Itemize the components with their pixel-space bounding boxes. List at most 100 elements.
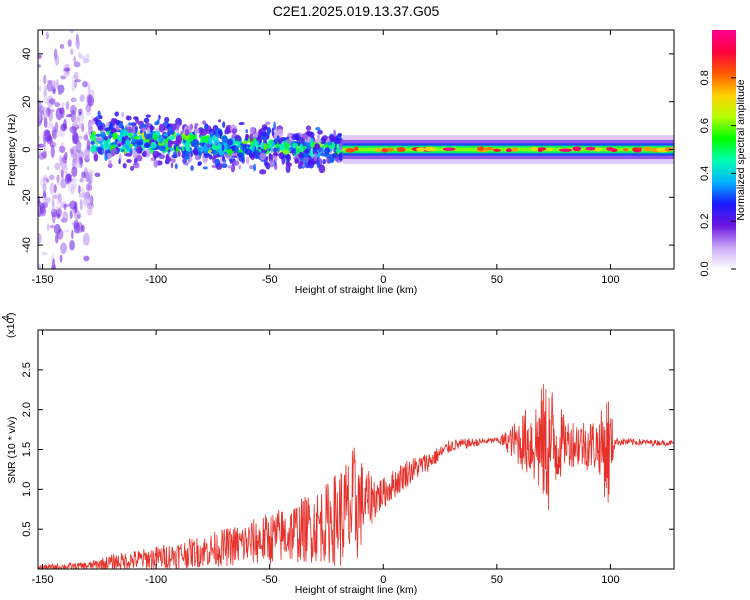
spectral-peak (442, 147, 456, 151)
spectral-blob (265, 156, 269, 161)
spectral-blob (287, 132, 291, 138)
spectral-peak (530, 146, 539, 152)
x-tick-label: 50 (491, 274, 503, 286)
spectral-peak (558, 148, 573, 152)
spectral-blob (83, 255, 90, 262)
spectral-blob (44, 94, 48, 105)
spectral-blob (128, 143, 134, 148)
spectral-peak (354, 146, 359, 151)
spectral-blob (59, 156, 63, 167)
spectral-blob (65, 114, 72, 118)
spectral-blob (38, 232, 42, 245)
spectral-blob (202, 166, 208, 170)
spectral-blob (45, 31, 49, 40)
spectral-blob (60, 178, 67, 189)
spectral-blob (38, 64, 42, 68)
spectral-blob (145, 114, 151, 118)
spectral-blob (120, 128, 124, 135)
spectrogram-x-label: Height of straight line (km) (295, 284, 418, 296)
spectral-blob (44, 85, 48, 97)
spectral-blob (54, 102, 61, 108)
spectral-peak (397, 147, 406, 152)
spectral-blob (56, 213, 61, 219)
spectral-blob (54, 121, 59, 133)
spectral-blob (169, 135, 175, 141)
spectral-blob (134, 125, 138, 133)
chart-title: C2E1.2025.019.13.37.G05 (273, 3, 440, 19)
spectral-blob (232, 160, 240, 166)
spectral-blob (190, 165, 194, 171)
spectral-blob (175, 138, 182, 146)
spectral-blob (252, 142, 255, 152)
spectral-blob (202, 120, 206, 125)
spectral-blob (92, 151, 98, 155)
spectral-peak (511, 147, 519, 152)
spectral-blob (76, 214, 82, 219)
spectral-peak (622, 148, 629, 152)
spectral-blob (149, 125, 155, 131)
spectral-blob (71, 131, 79, 145)
spectral-blob (238, 122, 245, 126)
spectral-blob (183, 150, 190, 157)
spectral-blob (230, 152, 236, 157)
spectral-blob (334, 156, 339, 162)
spectral-blob (338, 132, 342, 137)
spectral-blob (73, 219, 79, 230)
spectral-blob (332, 152, 339, 159)
spectral-blob (42, 174, 48, 186)
spectral-blob (221, 135, 228, 143)
spectral-blob (266, 127, 271, 137)
spectral-blob (214, 158, 221, 167)
spectral-blob (43, 129, 51, 137)
spectrogram-x-axis: -150 -100 -50 0 50 100 (32, 30, 620, 286)
spectral-peak (477, 146, 485, 151)
spectral-blob (299, 143, 304, 152)
y-tick-label: 1.5 (21, 442, 33, 457)
spectral-blob (54, 162, 61, 171)
spectral-blob (70, 48, 74, 56)
colorbar-tick-label: 0.2 (699, 214, 711, 229)
snr-y-label: SNR (10 * v/v) (6, 416, 18, 483)
spectral-blob (333, 138, 341, 145)
spectral-blob (136, 155, 143, 162)
spectral-blob (272, 147, 277, 153)
spectral-blob (245, 129, 248, 134)
spectral-peak (381, 148, 388, 153)
spectral-blob (315, 126, 321, 131)
spectral-blob (150, 157, 155, 162)
spectral-blob (172, 151, 178, 159)
spectral-blob (90, 144, 96, 150)
spectral-peak (606, 147, 615, 151)
spectral-blob (328, 157, 335, 164)
spectral-blob (317, 129, 323, 135)
spectral-blob (253, 163, 257, 172)
spectral-blob (209, 131, 214, 138)
spectral-blob (83, 148, 91, 160)
spectral-blob (82, 81, 88, 88)
spectral-blob (262, 135, 268, 142)
spectral-blob (67, 39, 72, 47)
spectral-blob (249, 126, 255, 135)
x-tick-label: -50 (262, 574, 278, 586)
spectral-blob (167, 149, 171, 153)
spectral-blob (104, 153, 108, 162)
snr-scale-exponent: 4 (0, 315, 12, 321)
spectral-blob (126, 115, 132, 121)
spectral-blob (104, 127, 111, 132)
spectral-blob (93, 153, 99, 162)
spectral-blob (194, 154, 201, 161)
spectral-blob (59, 201, 65, 209)
spectral-blob (58, 193, 62, 203)
spectral-peak (375, 148, 382, 152)
spectral-blob (210, 156, 214, 160)
spectral-peak (538, 147, 543, 153)
spectral-blob (253, 140, 259, 146)
spectral-blob (142, 150, 147, 157)
snr-x-axis: -150 -100 -50 0 50 100 (32, 330, 620, 586)
spectral-blob (158, 154, 164, 160)
spectral-blob (184, 128, 190, 137)
spectral-peak (345, 147, 355, 153)
spectral-blob (177, 150, 181, 157)
spectral-blob (118, 153, 122, 161)
spectral-peak (636, 147, 643, 151)
